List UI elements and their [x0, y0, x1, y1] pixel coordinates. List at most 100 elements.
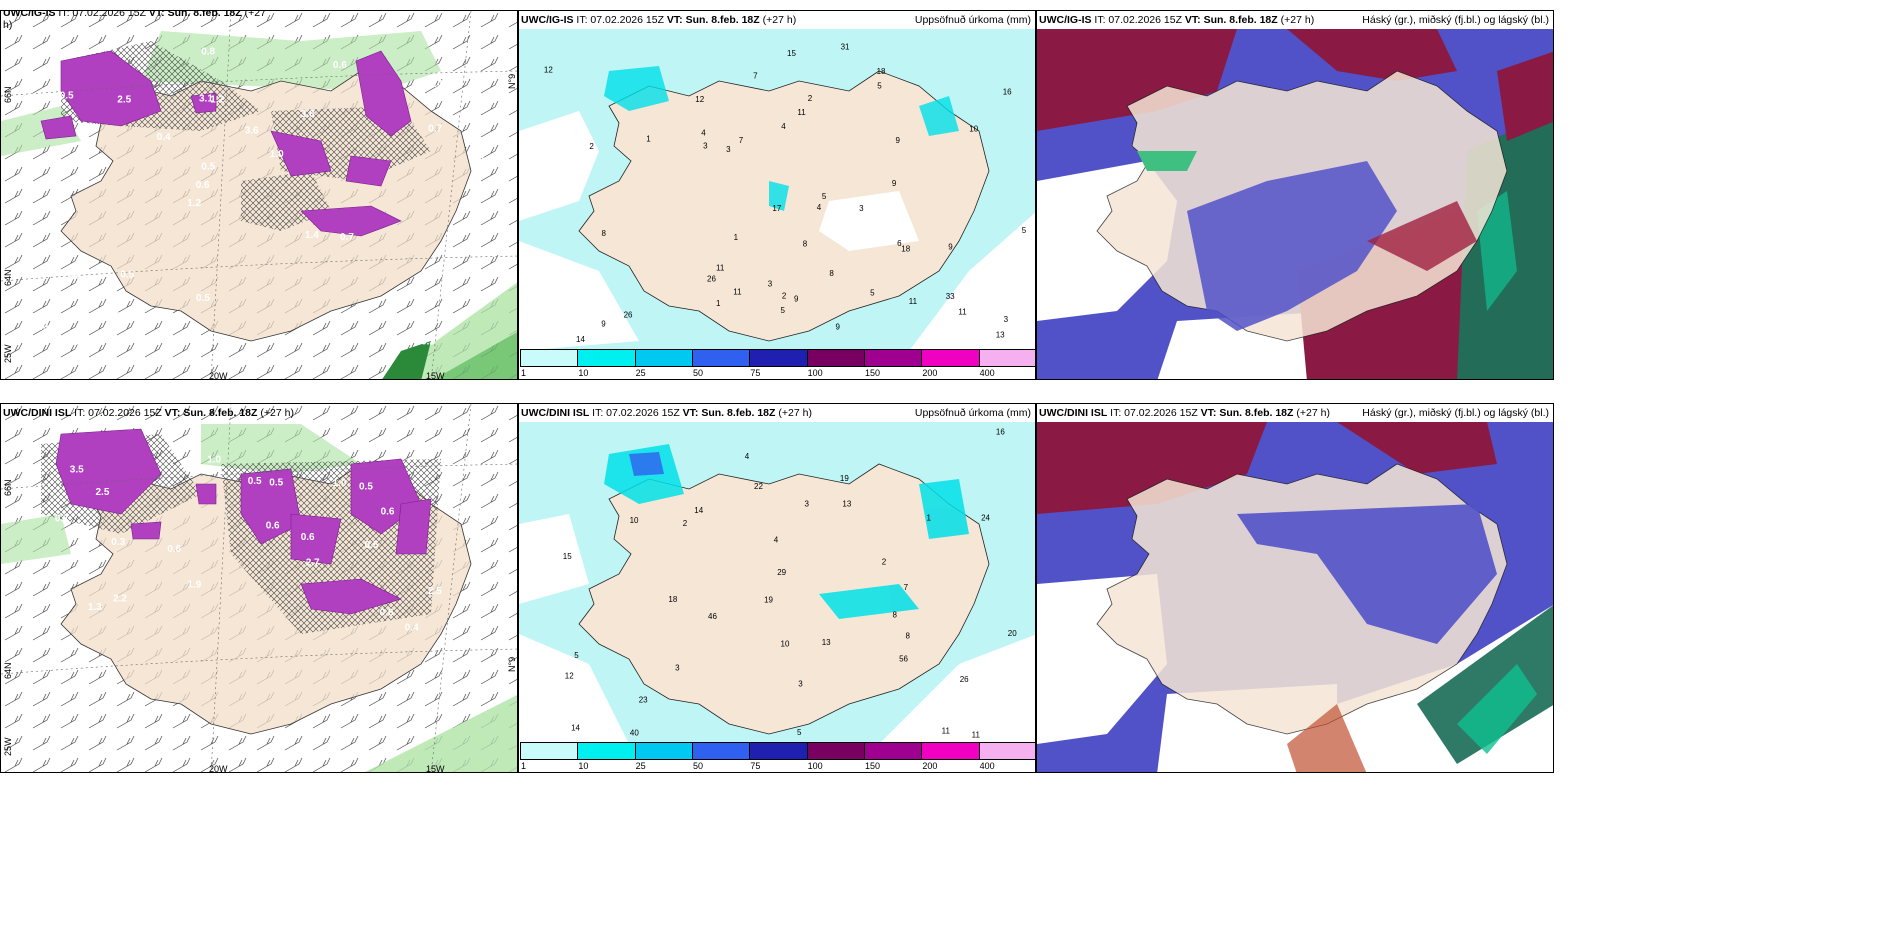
map-value-label: 16	[1003, 88, 1012, 97]
colorbar-swatch	[577, 349, 635, 367]
map-value-label: 1	[927, 513, 932, 522]
colorbar-swatch	[635, 742, 693, 760]
map-value-label: 14	[576, 335, 585, 344]
map-value-label: 0.6	[68, 272, 82, 283]
map-value-label: 0.6	[266, 521, 280, 532]
map-value-label: 0.6	[167, 544, 181, 555]
map-value-label: 3	[859, 204, 864, 213]
map-value-label: 0.5	[201, 162, 215, 173]
map-value-label: 19	[840, 474, 849, 483]
map-value-label: 3.5	[75, 342, 89, 353]
colorbar-swatch	[921, 742, 979, 760]
map-value-label: 19	[764, 596, 773, 605]
panel-dini-precip: UWC/DINI ISL IT: 07.02.2026 15Z VT: Sun.…	[518, 403, 1036, 773]
map-value-label: 8	[829, 269, 834, 278]
map-value-label: 13	[842, 499, 851, 508]
map-value-label: 2.2	[113, 593, 127, 604]
map-value-label: 12	[695, 95, 704, 104]
map-value-label: 0.3	[53, 163, 67, 174]
lat-25w-label: 25W	[3, 737, 13, 756]
map-value-label: 2	[808, 94, 813, 103]
map-clouds-dini	[1037, 404, 1554, 773]
model-name: UWC/IG-IS	[3, 10, 56, 19]
map-value-label: 15	[787, 49, 796, 58]
map-value-label: 0.7	[55, 513, 69, 524]
map-value-label: 13	[822, 638, 831, 647]
map-value-label: 4	[817, 203, 822, 212]
map-value-label: 3	[798, 680, 803, 689]
colorbar-tick: 150	[865, 368, 880, 378]
map-value-label: 10	[781, 639, 790, 648]
colorbar-swatch	[864, 349, 922, 367]
map-value-label: 13	[996, 330, 1005, 339]
map-value-label: 0.4	[429, 79, 443, 90]
map-snow-igis: 0.3 0.3 0.4 1.2 3.8 3.5 3.1 3.6 0.6 0.4 1.0 0.6 1.2 1…	[1, 11, 518, 380]
map-value-label: 16	[996, 428, 1005, 437]
map-value-label: 46	[708, 612, 717, 621]
map-value-label: 2.7	[306, 558, 320, 569]
lon-15w-label: 15W	[426, 371, 445, 380]
map-value-label: 14	[571, 724, 580, 733]
colorbar-tick: 50	[693, 761, 703, 771]
panel-dini-snow: UWC/DINI ISL IT: 07.02.2026 15Z VT: Sun.…	[0, 403, 518, 773]
colorbar-tick: 200	[922, 761, 937, 771]
map-value-label: 0.5	[470, 153, 484, 164]
map-value-label: 0.6	[196, 180, 210, 191]
map-value-label: 33	[946, 292, 955, 301]
map-value-label: 40	[630, 729, 639, 738]
map-value-label: 8	[602, 229, 607, 238]
colorbar-tick: 75	[750, 368, 760, 378]
colorbar-swatch	[577, 742, 635, 760]
colorbar-swatch	[921, 349, 979, 367]
map-value-label: 3	[768, 280, 773, 289]
panel-title: UWC/DINI ISL IT: 07.02.2026 15Z VT: Sun.…	[521, 407, 812, 419]
map-value-label: 1.0	[270, 149, 284, 160]
map-value-label: 2.5	[117, 95, 131, 106]
colorbar-tick: 10	[578, 368, 588, 378]
map-value-label: 1.3	[88, 602, 102, 613]
lat-66n-label: 66N	[3, 86, 13, 103]
map-value-label: 24	[981, 513, 990, 522]
map-value-label: 17	[772, 204, 781, 213]
panel-title: UWC/IG-IS IT: 07.02.2026 15Z VT: Sun. 8.…	[3, 10, 266, 31]
colorbar-swatch	[520, 742, 578, 760]
map-value-label: 2	[782, 292, 787, 301]
map-value-label: 26	[960, 675, 969, 684]
colorbar-swatch	[979, 349, 1036, 367]
map-value-label: 4	[701, 129, 706, 138]
colorbar-swatch	[979, 742, 1036, 760]
map-value-label: 0.7	[428, 124, 442, 135]
map-value-label: 2.5	[96, 487, 110, 498]
colorbar-tick: 100	[808, 368, 823, 378]
colorbar-tick: 1	[521, 761, 526, 771]
map-value-label: 3.6	[245, 126, 259, 137]
map-value-label: 5	[781, 306, 786, 315]
map-value-label: 0.5	[120, 270, 134, 281]
map-value-label: 0.3	[421, 337, 435, 348]
panel-title: UWC/IG-IS IT: 07.02.2026 15Z VT: Sun. 8.…	[521, 14, 796, 26]
colorbar-tick: 1	[521, 368, 526, 378]
panel-igis-snow: UWC/IG-IS IT: 07.02.2026 15Z VT: Sun. 8.…	[0, 10, 518, 380]
map-value-label: 2.5	[428, 586, 442, 597]
map-value-label: 9	[794, 295, 799, 304]
map-value-label: 8	[906, 631, 911, 640]
map-value-label: 0.7	[340, 232, 354, 243]
map-value-label: 9	[892, 179, 897, 188]
lat-25w-label: 25W	[3, 344, 13, 363]
map-value-label: 4	[781, 122, 786, 131]
colorbar-swatch	[807, 349, 865, 367]
map-value-label: 23	[639, 696, 648, 705]
map-value-label: 11	[942, 727, 951, 736]
lat-e66-label: N°9	[507, 74, 517, 89]
map-value-label: 5	[822, 192, 827, 201]
map-value-label: 0.3	[111, 537, 125, 548]
map-value-label: 9	[948, 243, 953, 252]
map-value-label: 1	[716, 299, 721, 308]
map-value-label: 0.5	[248, 476, 262, 487]
map-value-label: 29	[777, 568, 786, 577]
panel-subtitle: Háský (gr.), miðský (fj.bl.) og lágský (…	[1362, 14, 1549, 26]
map-value-label: 8	[893, 611, 898, 620]
colorbar-tick: 400	[980, 761, 995, 771]
colorbar-tick: 150	[865, 761, 880, 771]
